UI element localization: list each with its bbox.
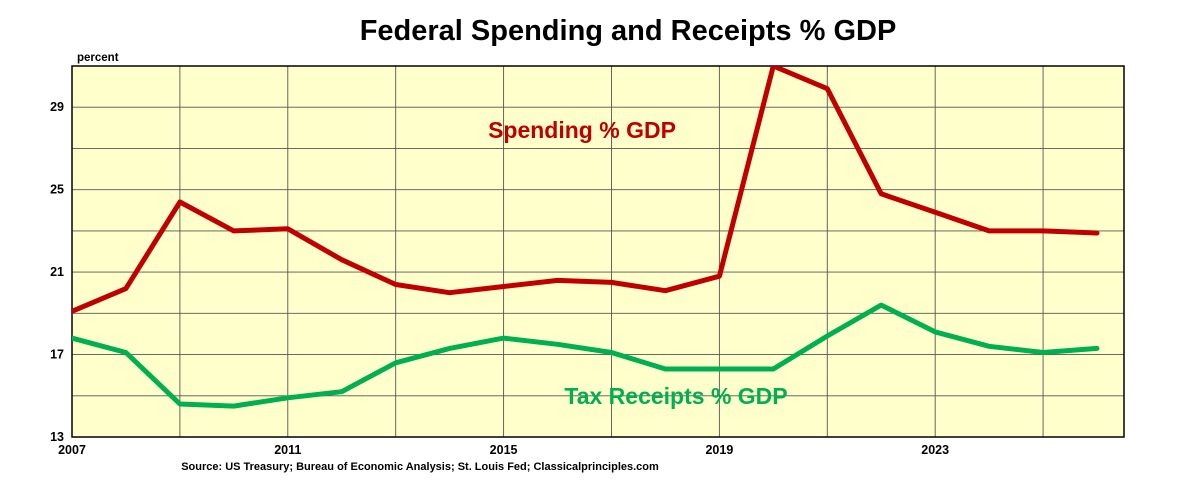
- y-tick-label: 21: [50, 265, 64, 279]
- chart-title: Federal Spending and Receipts % GDP: [360, 15, 897, 47]
- tax-receipts-series-line: [72, 302, 1100, 409]
- spending-series-line: [72, 66, 1100, 314]
- y-tick-label: 29: [50, 100, 64, 114]
- series-label-spending: Spending % GDP: [488, 117, 676, 143]
- x-tick-label: 2015: [490, 443, 518, 457]
- x-tick-label: 2023: [921, 443, 949, 457]
- x-tick-label: 2011: [274, 443, 301, 457]
- x-tick-label: 2019: [705, 443, 733, 457]
- y-axis-unit-label: percent: [77, 52, 119, 64]
- grid-lines: [72, 66, 1124, 437]
- axes: 13 17 21 25 29 2007 2011 2015 2019 2023: [50, 65, 1125, 457]
- plot-frame: [71, 65, 1125, 438]
- x-tick-label: 2007: [58, 443, 86, 457]
- plot-area: [72, 66, 1124, 437]
- y-tick-label: 17: [50, 348, 64, 362]
- series-label-tax-receipts: Tax Receipts % GDP: [564, 383, 787, 409]
- y-tick-label: 13: [50, 430, 64, 444]
- y-tick-label: 25: [50, 183, 64, 197]
- source-note: Source: US Treasury; Bureau of Economic …: [181, 461, 659, 473]
- series-layer: [72, 66, 1100, 409]
